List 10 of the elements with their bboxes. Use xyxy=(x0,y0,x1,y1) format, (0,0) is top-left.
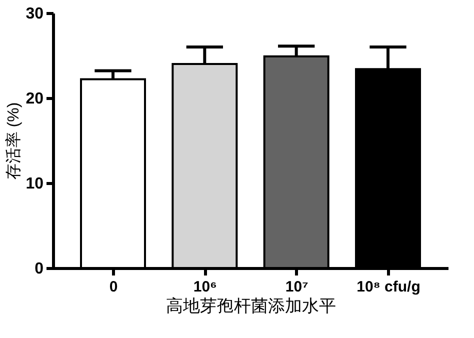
y-tick-label: 0 xyxy=(34,260,44,278)
y-tick-label: 10 xyxy=(26,176,44,192)
y-axis-title: 存活率 (%) xyxy=(4,102,23,180)
y-tick-label: 30 xyxy=(26,6,44,22)
x-tick-label: 10⁷ xyxy=(285,278,308,296)
x-tick-label: 10⁶ xyxy=(193,278,217,296)
x-tick-label: 0 xyxy=(109,278,118,296)
x-axis-title: 高地芽孢杆菌添加水平 xyxy=(166,296,336,316)
x-tick-label: 10⁸ cfu/g xyxy=(356,278,420,296)
y-tick-label: 20 xyxy=(26,90,44,108)
